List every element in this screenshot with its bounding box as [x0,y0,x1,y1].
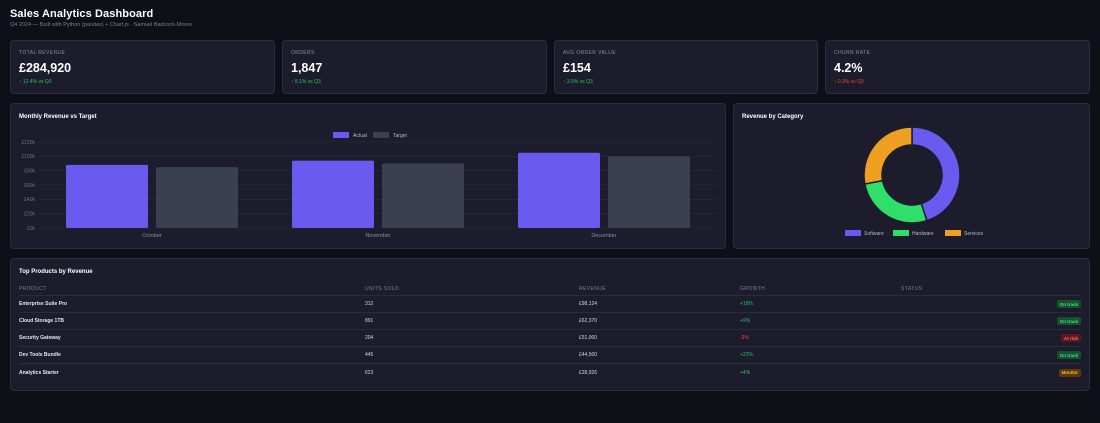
kpi-card-churn-rate: CHURN RATE 4.2% ↑ 0.3% vs Q3 [825,40,1090,94]
product-revenue: £51,000 [579,335,598,341]
x-tick-label: December [591,233,617,239]
products-table: PRODUCT UNITS SOLD REVENUE GROWTH STATUS… [19,283,1081,381]
units-sold: 312 [365,301,374,307]
table-row: Security Gateway 204 £51,000 -3% At risk [19,330,1081,347]
kpi-label: TOTAL REVENUE [19,50,66,56]
legend-swatch-target [373,132,389,138]
page-header: Sales Analytics Dashboard Q4 2024 — Buil… [10,8,192,28]
table-row: Analytics Starter 623 £28,926 +4% Monito… [19,364,1081,381]
product-revenue: £62,370 [579,318,598,324]
legend-label-services: Services [964,231,984,237]
product-revenue: £44,500 [579,352,598,358]
status-badge: On track [1056,300,1081,308]
category-chart-panel: Revenue by Category Software Hardware Serv… [733,103,1090,249]
products-table-title: Top Products by Revenue [19,269,93,275]
kpi-value: £284,920 [19,61,72,75]
revenue-bar-chart: £0k £20k £40k £60k £80k £100k £120k Actual Targe… [21,132,717,239]
bar-actual-november [292,160,374,228]
units-sold: 204 [365,335,374,341]
kpi-value: 1,847 [291,61,323,75]
legend-label-actual: Actual [353,133,367,139]
product-revenue: £28,926 [579,369,598,376]
legend-label-software: Software [864,231,884,237]
kpi-delta: ↑ 8.1% vs Q3 [291,79,321,85]
column-header-product: PRODUCT [19,286,47,292]
column-header-units-sold: UNITS SOLD [365,286,400,292]
kpi-value: £154 [563,61,591,75]
revenue-chart-title: Monthly Revenue vs Target [19,114,97,120]
product-name: Cloud Storage 1TB [19,318,65,324]
legend-swatch-actual [333,132,349,138]
y-tick-label: £0k [27,226,36,232]
revenue-chart-panel: Monthly Revenue vs Target £0k £20k £40k £60… [10,103,726,249]
y-tick-label: £20k [24,211,35,217]
page-title: Sales Analytics Dashboard [10,8,154,20]
product-growth: +9% [740,318,751,324]
units-sold: 445 [365,352,374,358]
column-header-revenue: REVENUE [579,286,606,292]
table-header: PRODUCT UNITS SOLD REVENUE GROWTH STATUS [19,283,1081,296]
status-badge: Monitor [1058,368,1081,377]
kpi-card-avg-order-value: AVG ORDER VALUE £154 ↑ 3.9% vs Q3 [554,40,818,94]
slice-hardware [863,179,928,224]
column-header-status: STATUS [901,286,923,292]
x-tick-label: October [142,233,162,239]
kpi-label: CHURN RATE [834,50,871,56]
bar-actual-december [518,152,600,228]
slice-services [863,126,913,185]
x-tick-label: November [365,233,391,239]
table-row: Enterprise Suite Pro 312 £98,124 +18% On… [19,296,1081,313]
y-tick-label: £120k [21,140,35,146]
kpi-card-orders: ORDERS 1,847 ↑ 8.1% vs Q3 [282,40,547,94]
legend-label-hardware: Hardware [912,231,934,237]
kpi-label: AVG ORDER VALUE [563,50,617,56]
legend-swatch-services [945,230,961,236]
page-subtitle: Q4 2024 — Built with Python (pandas) + C… [10,22,193,28]
units-sold: 891 [365,318,374,324]
bar-target-november [382,163,464,228]
y-tick-label: £40k [24,197,35,203]
product-name: Analytics Starter [19,369,59,376]
status-badge: At risk [1060,334,1081,342]
product-growth: +22% [740,352,753,358]
legend-label-target: Target [393,133,408,139]
product-growth: -3% [740,335,749,341]
kpi-label: ORDERS [291,50,315,56]
category-doughnut-chart: Software Hardware Services [845,126,984,237]
product-name: Enterprise Suite Pro [19,301,68,307]
kpi-delta: ↑ 3.9% vs Q3 [563,79,593,85]
bar-target-october [156,167,238,228]
legend-swatch-software [845,230,861,236]
y-tick-label: £100k [21,154,35,160]
bar-actual-october [66,164,148,228]
table-row: Cloud Storage 1TB 891 £62,370 +9% On tra… [19,313,1081,330]
units-sold: 623 [365,369,374,376]
bar-target-december [608,156,690,228]
table-row: Dev Tools Bundle 445 £44,500 +22% On tra… [19,347,1081,364]
product-revenue: £98,124 [579,301,598,307]
legend-swatch-hardware [893,230,909,236]
kpi-card-total-revenue: TOTAL REVENUE £284,920 ↑ 12.4% vs Q3 [10,40,275,94]
product-name: Security Gateway [19,335,61,341]
category-chart-title: Revenue by Category [742,114,804,120]
y-tick-label: £60k [24,183,35,189]
product-growth: +18% [740,301,753,307]
product-name: Dev Tools Bundle [19,352,61,358]
column-header-growth: GROWTH [740,286,766,292]
kpi-delta: ↑ 12.4% vs Q3 [19,79,52,85]
products-table-panel: Top Products by Revenue PRODUCT UNITS SO… [10,258,1090,391]
y-tick-label: £80k [24,168,35,174]
kpi-delta: ↑ 0.3% vs Q3 [834,79,864,85]
status-badge: On track [1056,317,1081,325]
slice-software [911,126,961,222]
product-growth: +4% [740,369,751,376]
status-badge: On track [1056,351,1081,359]
kpi-value: 4.2% [834,61,863,75]
